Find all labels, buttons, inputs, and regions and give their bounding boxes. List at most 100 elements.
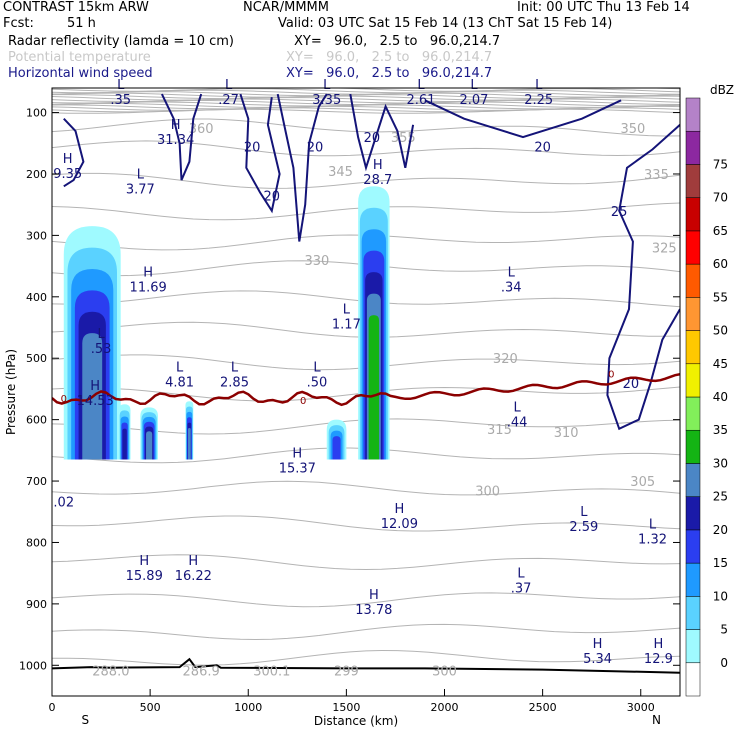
y-axis-label: Pressure (hPa): [4, 349, 18, 435]
x-tick-label: 0: [49, 701, 56, 714]
fcst-value: 51 h: [67, 16, 96, 31]
extremum-value-label: 11.69: [130, 281, 167, 296]
x-axis-label: Distance (km): [314, 714, 398, 728]
extremum-type-label: H: [90, 379, 100, 394]
isentrope-line: [52, 480, 680, 496]
colorbar-tick-label: 5: [720, 623, 728, 637]
colorbar-tick-label: 70: [713, 191, 728, 205]
colorbar-swatch: [685, 97, 701, 132]
colorbar-swatch: [685, 529, 701, 564]
y-tick-label: 700: [26, 475, 47, 488]
colorbar-tick-label: 25: [713, 490, 728, 504]
wind-contour-label: 20: [307, 140, 324, 155]
wind-contour-line: [63, 118, 85, 188]
y-tick-label: 100: [26, 107, 47, 120]
field-name-wind: Horizontal wind speed: [8, 66, 153, 81]
extremum-type-label: H: [593, 637, 603, 652]
org-label: NCAR/MMMM: [243, 0, 329, 15]
extremum-value-label: .50: [307, 376, 328, 391]
colorbar-swatch: [685, 396, 701, 431]
y-tick-label: 400: [26, 291, 47, 304]
colorbar-swatch: [685, 230, 701, 265]
extremum-value-label: 1.17: [332, 317, 361, 332]
extremum-type-label: L: [97, 327, 105, 342]
isentrope-label: 320: [493, 352, 518, 367]
extremum-type-label: L: [343, 302, 351, 317]
extremum-type-label: H: [143, 266, 153, 281]
x-end-label-north: N: [652, 713, 661, 727]
y-tick-label: 900: [26, 598, 47, 611]
reflectivity-band: [332, 436, 341, 460]
colorbar-swatch: [685, 363, 701, 398]
isentrope-line: [52, 592, 680, 608]
colorbar-tick-label: 60: [713, 257, 728, 271]
colorbar-swatch: [685, 596, 701, 630]
extremum-value-label: .35: [110, 93, 131, 108]
extremum-type-label: H: [188, 554, 198, 569]
isentrope-label: 350: [620, 122, 645, 137]
freezing-level: 0 0 0: [52, 370, 680, 407]
isentrope-line: [52, 554, 680, 571]
extremum-value-label: 13.78: [355, 603, 392, 618]
extremum-type-label: L: [313, 361, 321, 376]
y-tick-label: 200: [26, 168, 47, 181]
terrain-line: [52, 657, 680, 674]
wind-contour-label: 20: [264, 189, 281, 204]
colorbar-unit: dBZ: [710, 83, 734, 97]
isentrope-line: [52, 623, 680, 641]
colorbar-swatch: [685, 496, 701, 531]
wind-contour-line: [160, 93, 203, 181]
x-tick-label: 1500: [332, 701, 360, 714]
extremum-type-label: H: [369, 588, 379, 603]
freezing-level-label: 0: [608, 370, 614, 381]
extremum-type-label: L: [470, 78, 478, 93]
isentrope-label: 345: [328, 165, 353, 180]
header: CONTRAST 15km ARW NCAR/MMMM Init: 00 UTC…: [0, 0, 740, 86]
extremum-type-label: H: [292, 447, 302, 462]
fcst-label: Fcst:: [3, 16, 34, 31]
colorbar-swatch: [685, 297, 701, 331]
x-tick-label: 1000: [234, 701, 262, 714]
extremum-value-label: .27: [218, 93, 239, 108]
colorbar-tick-label: 15: [713, 556, 728, 570]
extremum-value-label: 14.53: [77, 394, 114, 409]
extremum-value-label: .53: [91, 342, 112, 357]
extremum-value-label: 1.32: [638, 532, 667, 547]
reflectivity-band: [368, 315, 380, 460]
extremum-value-label: 3.77: [126, 182, 155, 197]
extremum-value-label: 9.35: [53, 167, 82, 182]
surface-theta-label: 300.1: [253, 664, 290, 679]
extremum-type-label: L: [137, 167, 145, 182]
y-tick-label: 600: [26, 414, 47, 427]
extremum-value-label: .34: [501, 281, 522, 296]
surface-theta-label: 286.9: [183, 664, 220, 679]
extremum-type-label: L: [225, 78, 233, 93]
colorbar-swatch: [685, 130, 701, 165]
surface-theta-label: 299: [334, 664, 359, 679]
colorbar-swatch: [685, 263, 701, 298]
wind-contour-line: [239, 93, 281, 214]
extremum-type-label: H: [139, 554, 149, 569]
extremum-value-label: 12.09: [381, 517, 418, 532]
init-time: Init: 00 UTC Thu 13 Feb 14: [517, 0, 690, 15]
wind-contour-line: [276, 93, 328, 242]
colorbar: 0 5 10 15 20 25 30 35 40 45 50 55 60 65 70 75 dBZ: [685, 83, 734, 697]
extremum-type-label: L: [580, 505, 588, 520]
extremum-type-label: L: [513, 401, 521, 416]
colorbar-swatch: [685, 197, 701, 232]
isentrope-label: 360: [189, 122, 214, 137]
axes: 0 500 1000 1500 2000 2500 30001002003004005006…: [19, 107, 680, 727]
colorbar-swatch: [685, 662, 701, 697]
wind-contour-line: [349, 93, 415, 172]
colorbar-tick-label: 75: [713, 157, 728, 171]
isentrope-label: 325: [652, 242, 677, 257]
wind-contour-label: 20: [534, 140, 551, 155]
extremum-value-label: 2.61: [406, 93, 435, 108]
freezing-level-line: [52, 372, 680, 407]
wind-speed-contours: 20 20 20 20 20 25 20: [63, 93, 680, 431]
colorbar-swatch: [685, 463, 701, 497]
x-tick-label: 3000: [627, 701, 655, 714]
wind-contour-line: [424, 99, 622, 139]
isentrope-label: 300: [475, 484, 500, 499]
